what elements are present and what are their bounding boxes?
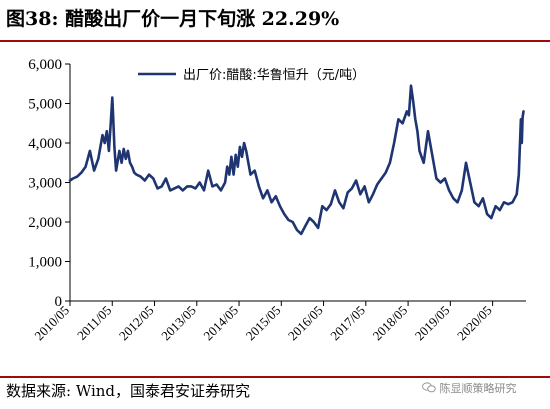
y-tick-label: 5,000: [28, 97, 62, 113]
y-tick-label: 0: [55, 294, 63, 310]
series-line: [68, 84, 525, 236]
x-tick-label: 2017/05: [327, 303, 368, 344]
x-tick-label: 2010/05: [31, 303, 72, 344]
y-tick-label: 2,000: [28, 215, 62, 231]
x-tick-label: 2011/05: [74, 303, 114, 343]
chart-series: [68, 84, 525, 236]
x-tick-label: 2015/05: [243, 303, 284, 344]
y-tick-label: 6,000: [28, 57, 62, 73]
title-bar: 图38: 醋酸出厂价一月下旬涨 22.29%: [0, 0, 550, 44]
x-tick-label: 2013/05: [158, 303, 199, 344]
legend-label: 出厂价:醋酸:华鲁恒升（元/吨）: [183, 67, 365, 83]
y-tick-label: 3,000: [28, 176, 62, 192]
x-tick-label: 2018/05: [369, 303, 410, 344]
x-tick-label: 2016/05: [285, 303, 326, 344]
x-tick-label: 2020/05: [454, 303, 495, 344]
chart-legend: 出厂价:醋酸:华鲁恒升（元/吨）: [138, 67, 365, 83]
x-axis-ticks: 2010/05 2011/05 2012/05 2013/05 2014/05 2015/…: [31, 301, 495, 344]
source-note: 数据来源: Wind，国泰君安证券研究: [6, 382, 251, 400]
x-tick-label: 2019/05: [412, 303, 453, 344]
watermark-text: 陈显顺策略研究: [439, 382, 517, 395]
chart-axes: [69, 64, 526, 302]
footer-rule: [0, 376, 550, 378]
y-tick-label: 4,000: [28, 136, 62, 152]
chart-title: 图38: 醋酸出厂价一月下旬涨 22.29%: [6, 8, 340, 30]
y-tick-label: 1,000: [28, 255, 62, 271]
x-tick-label: 2014/05: [200, 303, 241, 344]
x-tick-label: 2012/05: [116, 303, 157, 344]
wechat-icon: [422, 382, 436, 393]
watermark: 陈显顺策略研究: [422, 380, 517, 396]
y-axis-ticks: 0 1,000 2,000 3,000 4,000 5,000 6,000: [28, 57, 70, 310]
title-rule: [0, 40, 550, 42]
